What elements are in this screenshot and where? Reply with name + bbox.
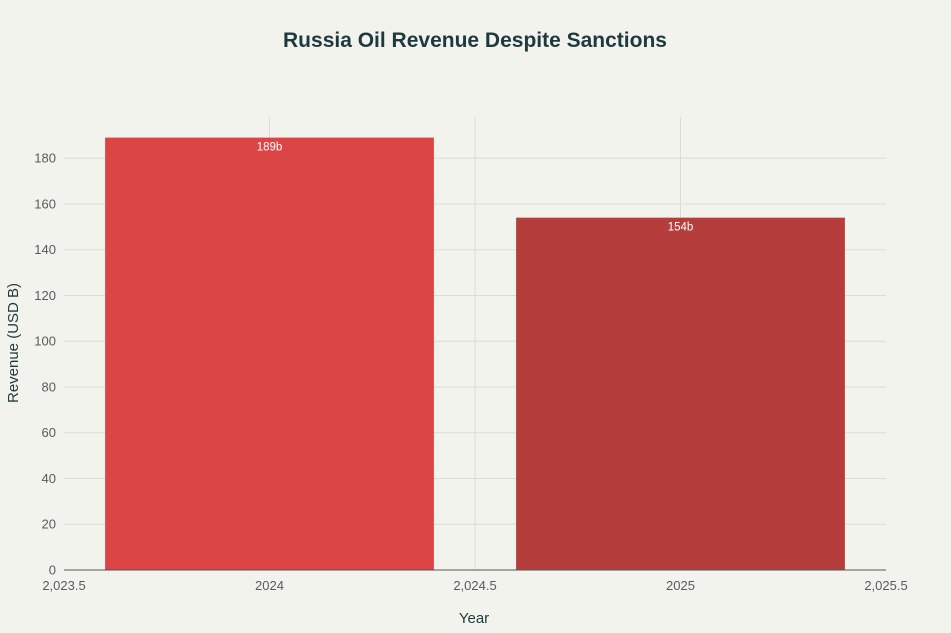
bars xyxy=(105,137,845,570)
bar-2025 xyxy=(516,217,845,570)
y-tick-label: 160 xyxy=(34,196,56,211)
x-tick-label: 2,025.5 xyxy=(864,578,907,593)
y-tick-label: 80 xyxy=(42,379,56,394)
x-axis-title: Year xyxy=(459,610,489,627)
y-tick-label: 120 xyxy=(34,288,56,303)
y-axis-title: Revenue (USD B) xyxy=(5,283,22,403)
x-tick-label: 2,023.5 xyxy=(42,578,85,593)
y-tick-label: 60 xyxy=(42,425,56,440)
x-tick-label: 2025 xyxy=(666,578,695,593)
y-tick-label: 40 xyxy=(42,471,56,486)
x-tick-label: 2,024.5 xyxy=(453,578,496,593)
y-tick-label: 20 xyxy=(42,517,56,532)
y-tick-label: 140 xyxy=(34,242,56,257)
bar-data-label: 189b xyxy=(257,142,283,154)
axes: 0 20 40 60 80 100 120 140 160 180 2,023.5 2024 2,024… xyxy=(34,151,907,593)
chart-title: Russia Oil Revenue Despite Sanctions xyxy=(283,29,667,52)
bar-2024 xyxy=(105,137,434,570)
bar-data-label: 154b xyxy=(668,222,694,234)
data-labels: 189b 154b xyxy=(257,142,694,234)
x-tick-label: 2024 xyxy=(255,578,284,593)
y-tick-label: 0 xyxy=(49,563,56,578)
y-tick-label: 180 xyxy=(34,151,56,166)
y-tick-label: 100 xyxy=(34,334,56,349)
